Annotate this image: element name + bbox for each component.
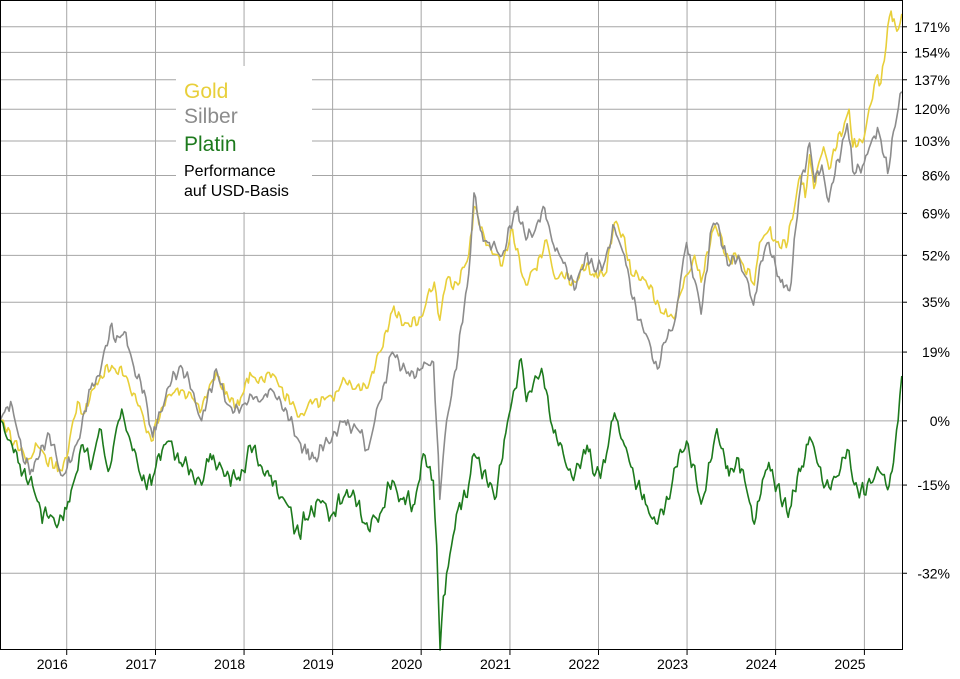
x-tick-label: 2016 bbox=[37, 656, 68, 672]
y-axis: 171% 154% 137% 120% 103% 86% 69% 52% 35% 19% 0% -15… bbox=[902, 19, 950, 581]
series-layer bbox=[0, 10, 903, 651]
y-tick-label: 35% bbox=[922, 294, 950, 310]
x-tick-label: 2020 bbox=[391, 656, 422, 672]
legend: Gold Silber Platin Performance auf USD-B… bbox=[176, 66, 312, 212]
y-tick-label: 86% bbox=[922, 168, 950, 184]
series-line-platin bbox=[0, 358, 903, 651]
legend-note-line-1: Performance bbox=[184, 163, 276, 180]
x-tick-label: 2025 bbox=[834, 656, 865, 672]
y-tick-label: 171% bbox=[914, 19, 950, 35]
series-line-silber bbox=[0, 91, 903, 501]
x-tick-label: 2024 bbox=[746, 656, 777, 672]
series-line-gold bbox=[0, 10, 903, 473]
x-tick-label: 2019 bbox=[303, 656, 334, 672]
y-tick-label: 0% bbox=[930, 413, 950, 429]
legend-note-line-2: auf USD-Basis bbox=[184, 183, 289, 200]
legend-box bbox=[176, 66, 312, 212]
y-tick-label: 52% bbox=[922, 247, 950, 263]
legend-platin: Platin bbox=[184, 133, 237, 156]
x-tick-label: 2018 bbox=[214, 656, 245, 672]
x-tick-label: 2017 bbox=[126, 656, 157, 672]
x-tick-label: 2022 bbox=[569, 656, 600, 672]
x-tick-label: 2021 bbox=[480, 656, 511, 672]
grid bbox=[0, 0, 902, 650]
plot-frame bbox=[0, 0, 903, 650]
legend-silber: Silber bbox=[184, 105, 238, 128]
legend-gold: Gold bbox=[184, 80, 228, 103]
y-tick-label: -15% bbox=[917, 477, 950, 493]
y-tick-label: 154% bbox=[914, 44, 950, 60]
y-tick-label: 103% bbox=[914, 133, 950, 149]
y-tick-label: -32% bbox=[917, 565, 950, 581]
y-tick-label: 19% bbox=[922, 344, 950, 360]
y-tick-label: 137% bbox=[914, 72, 950, 88]
y-tick-label: 120% bbox=[914, 101, 950, 117]
y-tick-label: 69% bbox=[922, 205, 950, 221]
x-tick-label: 2023 bbox=[657, 656, 688, 672]
x-axis: 2016 2017 2018 2019 2020 2021 2022 2023 2024 2025 bbox=[37, 650, 866, 672]
